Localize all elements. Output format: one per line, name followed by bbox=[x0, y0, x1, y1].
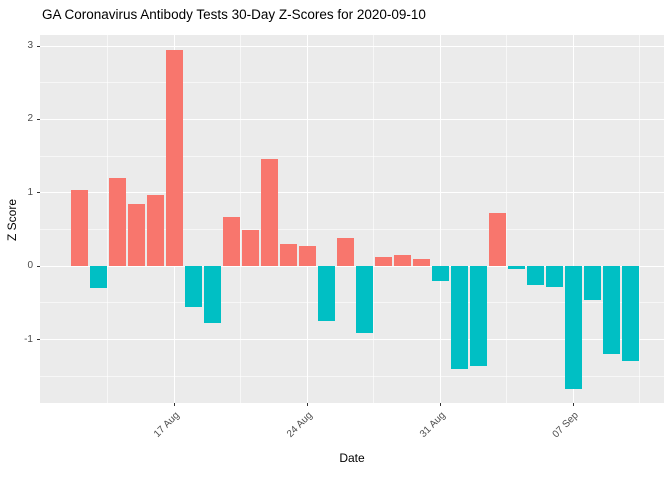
bar bbox=[564, 266, 582, 390]
gridline-major-vertical bbox=[306, 35, 308, 403]
x-axis-title: Date bbox=[339, 451, 365, 465]
gridline-minor-horizontal bbox=[40, 229, 664, 230]
y-axis-title: Z Score bbox=[5, 199, 19, 242]
y-tick-mark bbox=[37, 339, 40, 341]
y-tick-label: 3 bbox=[27, 40, 33, 51]
bar bbox=[621, 266, 639, 361]
gridline-minor-vertical bbox=[639, 35, 641, 403]
bar bbox=[507, 266, 525, 270]
plot-panel bbox=[40, 35, 664, 403]
y-tick-mark bbox=[37, 118, 40, 120]
gridline-minor-vertical bbox=[107, 35, 109, 403]
bar bbox=[260, 159, 278, 267]
gridline-major-horizontal bbox=[40, 45, 664, 47]
x-tick-mark bbox=[572, 403, 574, 406]
gridline-major-vertical bbox=[439, 35, 441, 403]
y-tick-label: 0 bbox=[27, 260, 33, 272]
bar bbox=[70, 189, 88, 267]
y-tick-label: -1 bbox=[24, 333, 33, 345]
gridline-minor-vertical bbox=[506, 35, 508, 403]
gridline-major-vertical bbox=[572, 35, 574, 403]
gridline-minor-horizontal bbox=[40, 375, 664, 377]
bar bbox=[279, 244, 297, 267]
gridline-minor-horizontal bbox=[40, 82, 664, 84]
bar bbox=[336, 238, 354, 267]
y-tick-label: 1 bbox=[27, 186, 33, 198]
x-tick-mark bbox=[306, 403, 308, 406]
bar bbox=[374, 257, 392, 267]
bar bbox=[241, 229, 259, 267]
bar bbox=[355, 266, 373, 333]
y-tick-label: 2 bbox=[27, 113, 33, 125]
bar bbox=[431, 266, 449, 281]
chart-title: GA Coronavirus Antibody Tests 30-Day Z-S… bbox=[42, 7, 426, 22]
bar bbox=[203, 266, 221, 324]
bar bbox=[108, 178, 126, 267]
bar bbox=[450, 266, 468, 369]
bar bbox=[488, 213, 506, 267]
bar bbox=[222, 217, 240, 267]
y-tick-mark bbox=[37, 45, 40, 47]
gridline-minor-horizontal bbox=[40, 155, 664, 157]
gridline-minor-horizontal bbox=[40, 302, 664, 304]
bar bbox=[412, 258, 430, 267]
bar bbox=[393, 255, 411, 267]
x-tick-mark bbox=[439, 403, 441, 406]
gridline-minor-vertical bbox=[240, 35, 242, 403]
y-tick-mark bbox=[37, 265, 40, 267]
bar bbox=[583, 266, 601, 300]
bar bbox=[165, 49, 183, 267]
bar bbox=[545, 266, 563, 288]
gridline-major-horizontal bbox=[40, 339, 664, 341]
bar bbox=[184, 266, 202, 307]
gridline-major-horizontal bbox=[40, 192, 664, 194]
bar bbox=[146, 195, 164, 267]
y-tick-mark bbox=[37, 192, 40, 194]
bar bbox=[298, 245, 316, 267]
gridline-major-horizontal bbox=[40, 118, 664, 120]
bar bbox=[127, 203, 145, 267]
gridline-minor-vertical bbox=[373, 35, 375, 403]
bar bbox=[526, 266, 544, 286]
bar bbox=[469, 266, 487, 366]
bar bbox=[602, 266, 620, 355]
bar bbox=[89, 266, 107, 289]
bar bbox=[317, 266, 335, 322]
x-tick-mark bbox=[173, 403, 175, 406]
gridline-major-horizontal bbox=[40, 265, 664, 267]
